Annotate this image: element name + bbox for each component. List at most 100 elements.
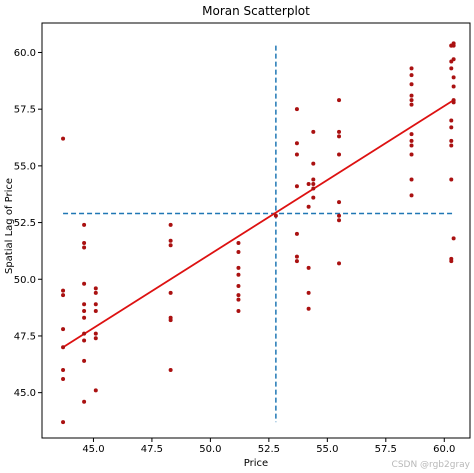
data-point	[93, 331, 98, 336]
regression-line	[62, 99, 455, 349]
data-point	[82, 338, 87, 343]
x-tick-label: 60.0	[433, 444, 455, 455]
data-point	[451, 57, 456, 62]
data-point	[451, 75, 456, 80]
data-point	[93, 388, 98, 393]
x-tick-label: 55.0	[316, 444, 338, 455]
x-tick-label: 50.0	[199, 444, 221, 455]
y-tick-label: 60.0	[14, 48, 36, 59]
data-point	[449, 143, 454, 148]
data-point	[168, 290, 173, 295]
data-point	[294, 184, 299, 189]
data-point	[449, 66, 454, 71]
data-point	[168, 238, 173, 243]
data-point	[82, 331, 87, 336]
data-point	[93, 336, 98, 341]
data-point	[61, 136, 66, 141]
mean-reference-lines	[63, 45, 454, 423]
chart-title: Moran Scatterplot	[202, 4, 310, 18]
data-point	[61, 420, 66, 425]
data-point	[306, 290, 311, 295]
data-point	[82, 358, 87, 363]
data-point	[337, 213, 342, 218]
scatter-points	[61, 41, 456, 425]
data-point	[294, 254, 299, 259]
data-point	[82, 222, 87, 227]
data-point	[61, 293, 66, 298]
data-point	[449, 259, 454, 264]
data-point	[93, 290, 98, 295]
x-axis-label: Price	[244, 458, 268, 469]
data-point	[409, 73, 414, 78]
data-point	[93, 286, 98, 291]
data-point	[168, 243, 173, 248]
data-point	[337, 98, 342, 103]
data-point	[337, 152, 342, 157]
y-tick-label: 50.0	[14, 275, 36, 286]
data-point	[311, 177, 316, 182]
data-point	[82, 240, 87, 245]
data-point	[311, 161, 316, 166]
y-tick-label: 45.0	[14, 388, 36, 399]
data-point	[61, 367, 66, 372]
data-point	[236, 293, 241, 298]
data-point	[337, 218, 342, 223]
data-point	[236, 240, 241, 245]
data-point	[409, 143, 414, 148]
data-point	[306, 265, 311, 270]
data-point	[451, 84, 456, 89]
x-axis-ticks: 45.0 47.5 50.0 52.5 55.0 57.5 60.0	[82, 438, 455, 455]
y-tick-label: 47.5	[14, 331, 36, 342]
data-point	[236, 297, 241, 302]
data-point	[337, 129, 342, 134]
x-tick-label: 45.0	[82, 444, 104, 455]
data-point	[409, 93, 414, 98]
data-point	[311, 186, 316, 191]
data-point	[82, 302, 87, 307]
data-point	[82, 399, 87, 404]
data-point	[236, 284, 241, 289]
data-point	[409, 132, 414, 137]
data-point	[306, 182, 311, 187]
data-point	[449, 118, 454, 123]
data-point	[409, 98, 414, 103]
plot-frame	[41, 22, 471, 439]
data-point	[82, 309, 87, 314]
data-point	[168, 318, 173, 323]
x-tick-label: 47.5	[141, 444, 163, 455]
y-tick-label: 55.0	[14, 161, 36, 172]
data-point	[236, 309, 241, 314]
y-axis-ticks: 45.0 47.5 50.0 52.5 55.0 57.5 60.0	[14, 48, 42, 399]
data-point	[449, 125, 454, 130]
y-axis-label: Spatial Lag of Price	[4, 178, 15, 274]
data-point	[273, 213, 278, 218]
data-point	[409, 102, 414, 107]
data-point	[311, 195, 316, 200]
data-point	[294, 231, 299, 236]
regression-line-group	[62, 99, 455, 349]
data-point	[168, 367, 173, 372]
data-point	[451, 100, 456, 105]
data-point	[337, 134, 342, 139]
data-point	[311, 182, 316, 187]
data-point	[236, 250, 241, 255]
x-tick-label: 52.5	[258, 444, 280, 455]
y-tick-label: 52.5	[14, 218, 36, 229]
data-point	[449, 177, 454, 182]
watermark: CSDN @rgb2gray	[392, 460, 471, 470]
data-point	[93, 302, 98, 307]
data-point	[61, 327, 66, 332]
data-point	[236, 265, 241, 270]
data-point	[451, 236, 456, 241]
data-point	[449, 138, 454, 143]
data-point	[82, 281, 87, 286]
data-point	[61, 377, 66, 382]
data-point	[337, 261, 342, 266]
data-point	[294, 152, 299, 157]
data-point	[61, 288, 66, 293]
data-point	[306, 204, 311, 209]
x-tick-label: 57.5	[375, 444, 397, 455]
data-point	[409, 66, 414, 71]
data-point	[236, 272, 241, 277]
